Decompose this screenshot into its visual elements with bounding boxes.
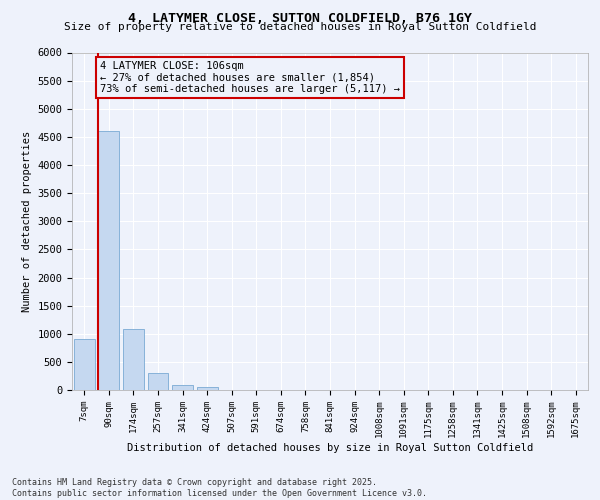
- Text: Size of property relative to detached houses in Royal Sutton Coldfield: Size of property relative to detached ho…: [64, 22, 536, 32]
- Bar: [148, 373, 169, 390]
- Bar: [172, 385, 193, 390]
- X-axis label: Distribution of detached houses by size in Royal Sutton Coldfield: Distribution of detached houses by size …: [127, 443, 533, 453]
- Bar: [74, 340, 95, 390]
- Text: 4, LATYMER CLOSE, SUTTON COLDFIELD, B76 1GY: 4, LATYMER CLOSE, SUTTON COLDFIELD, B76 …: [128, 12, 472, 26]
- Bar: [197, 386, 218, 390]
- Bar: [123, 329, 144, 390]
- Bar: [98, 131, 119, 390]
- Text: Contains HM Land Registry data © Crown copyright and database right 2025.
Contai: Contains HM Land Registry data © Crown c…: [12, 478, 427, 498]
- Text: 4 LATYMER CLOSE: 106sqm
← 27% of detached houses are smaller (1,854)
73% of semi: 4 LATYMER CLOSE: 106sqm ← 27% of detache…: [100, 61, 400, 94]
- Y-axis label: Number of detached properties: Number of detached properties: [22, 130, 32, 312]
